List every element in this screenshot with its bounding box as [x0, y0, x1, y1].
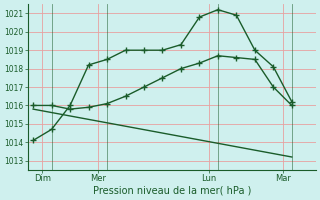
- X-axis label: Pression niveau de la mer( hPa ): Pression niveau de la mer( hPa ): [92, 186, 251, 196]
